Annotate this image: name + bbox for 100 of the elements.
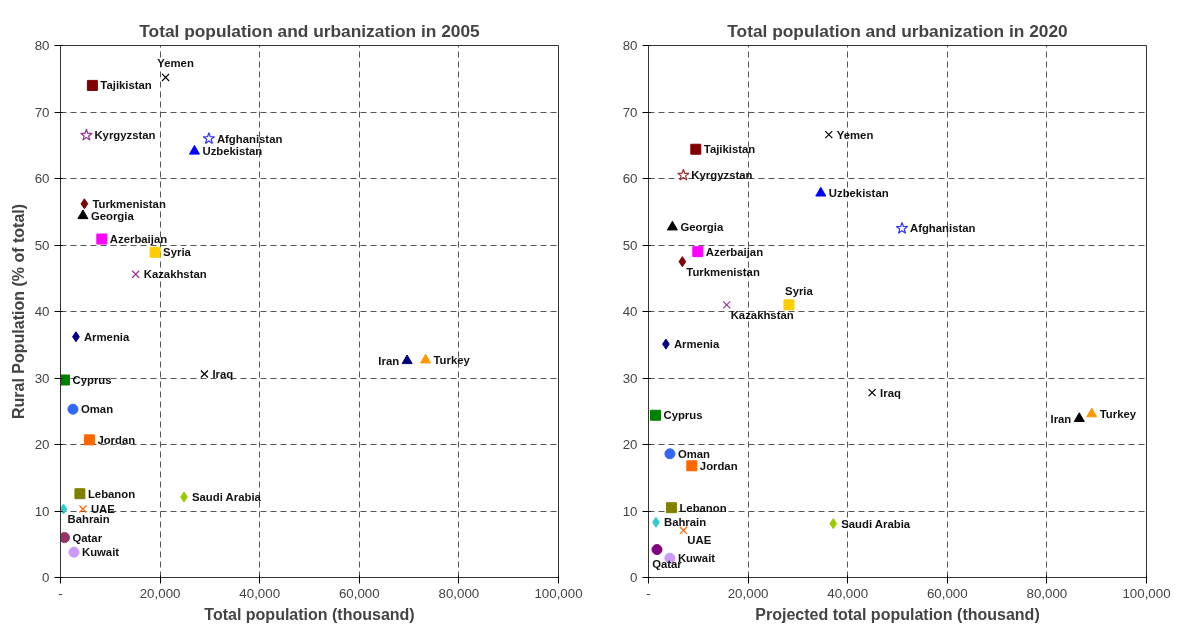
x-tick-label: - [646,585,651,601]
point [664,448,676,460]
series-label: Yemen [157,57,194,70]
series-label: Uzbekistan [828,187,889,200]
point [60,532,70,544]
y-tick-label: 80 [34,38,50,53]
y-tick-label: 10 [622,503,638,519]
y-tick-label: 30 [34,370,50,386]
x-axis-title: Total population (thousand) [204,605,415,623]
point [80,198,89,210]
series-label: Cyprus [72,373,112,386]
y-tick-label: 60 [622,171,638,186]
series-label: Qatar [72,531,103,544]
series-label: UAE [90,503,116,516]
point [686,460,698,472]
x-axis-title: Projected total population (thousand) [755,605,1040,623]
x-tick-label: 100,000 [534,585,583,601]
point [161,73,170,82]
point [74,488,86,500]
series-label: Kazakhstan [730,308,794,321]
point [895,221,909,234]
series-label: Yemen [836,128,874,141]
y-tick-label: 80 [622,38,638,53]
point [722,300,731,309]
x-tick-label: 60,000 [926,585,968,601]
point [1073,412,1085,422]
point [651,544,663,556]
x-tick-label: 60,000 [338,585,380,601]
chart-title: Total population and urbanization in 2020 [727,20,1068,41]
series-label: Saudi Arabia [841,517,911,530]
point [815,186,827,197]
y-tick-label: 0 [630,570,638,585]
point [83,434,95,446]
series-label: Tajikistan [703,143,756,156]
point [420,353,432,364]
series-label: Bahrain [663,516,707,529]
series-label: Oman [80,403,114,416]
x-tick-label: - [58,585,63,601]
series-label: Georgia [90,209,135,222]
point [67,403,79,415]
series-label: Kyrgyzstan [691,169,753,182]
point [783,299,795,311]
series-label: Afghanistan [909,222,976,235]
y-tick-label: 20 [622,437,638,452]
series-label: Kuwait [81,546,120,559]
point [665,502,677,514]
series-label: Syria [163,246,192,259]
x-tick-label: 20,000 [727,585,769,601]
x-tick-label: 80,000 [1026,585,1068,601]
series-label: Turkmenistan [686,265,760,278]
point [666,220,678,231]
point [829,518,838,530]
point [78,504,88,514]
series-label: UAE [687,534,712,547]
y-tick-label: 30 [622,370,638,386]
point [131,270,140,279]
series-label: Kyrgyzstan [94,129,156,142]
series-label: Iran [1050,412,1072,425]
series-label: Azerbaijan [109,233,168,246]
y-tick-label: 40 [622,304,638,319]
point [60,374,70,386]
point [86,79,98,91]
series-label: Armenia [83,330,130,343]
series-label: Iraq [880,386,901,399]
point [200,369,209,379]
series-label: Iran [378,354,400,367]
point [677,168,690,181]
y-tick-label: 70 [34,104,50,120]
series-label: Armenia [673,338,720,351]
series-label: Iraq [212,368,234,381]
y-tick-label: 0 [42,570,50,585]
y-tick-label: 70 [622,104,638,120]
series-label: Jordan [699,459,738,472]
series-label: Uzbekistan [202,145,263,158]
point [824,130,833,139]
point [202,132,216,145]
point [68,546,80,558]
series-label: Bahrain [67,513,110,526]
y-tick-label: 60 [34,171,50,186]
series-label: Oman [677,447,711,460]
series-label: Kazakhstan [143,268,207,281]
x-tick-label: 40,000 [827,585,869,601]
point [649,409,661,421]
point [96,233,108,245]
x-tick-label: 20,000 [139,585,181,601]
series-label: Turkey [433,354,471,367]
point [77,209,89,220]
series-label: Georgia [680,221,724,234]
point [80,128,93,141]
series-label: Saudi Arabia [192,491,262,504]
point [867,388,877,397]
y-tick-label: 20 [34,437,50,452]
series-label: Jordan [97,433,136,446]
series-label: Turkmenistan [92,197,166,210]
point [678,256,687,268]
point [401,354,413,365]
y-axis-title: Rural Population (% of total) [9,203,27,420]
point [1086,407,1098,418]
series-label: Lebanon [87,487,136,500]
series-label: Tajikistan [100,79,152,92]
